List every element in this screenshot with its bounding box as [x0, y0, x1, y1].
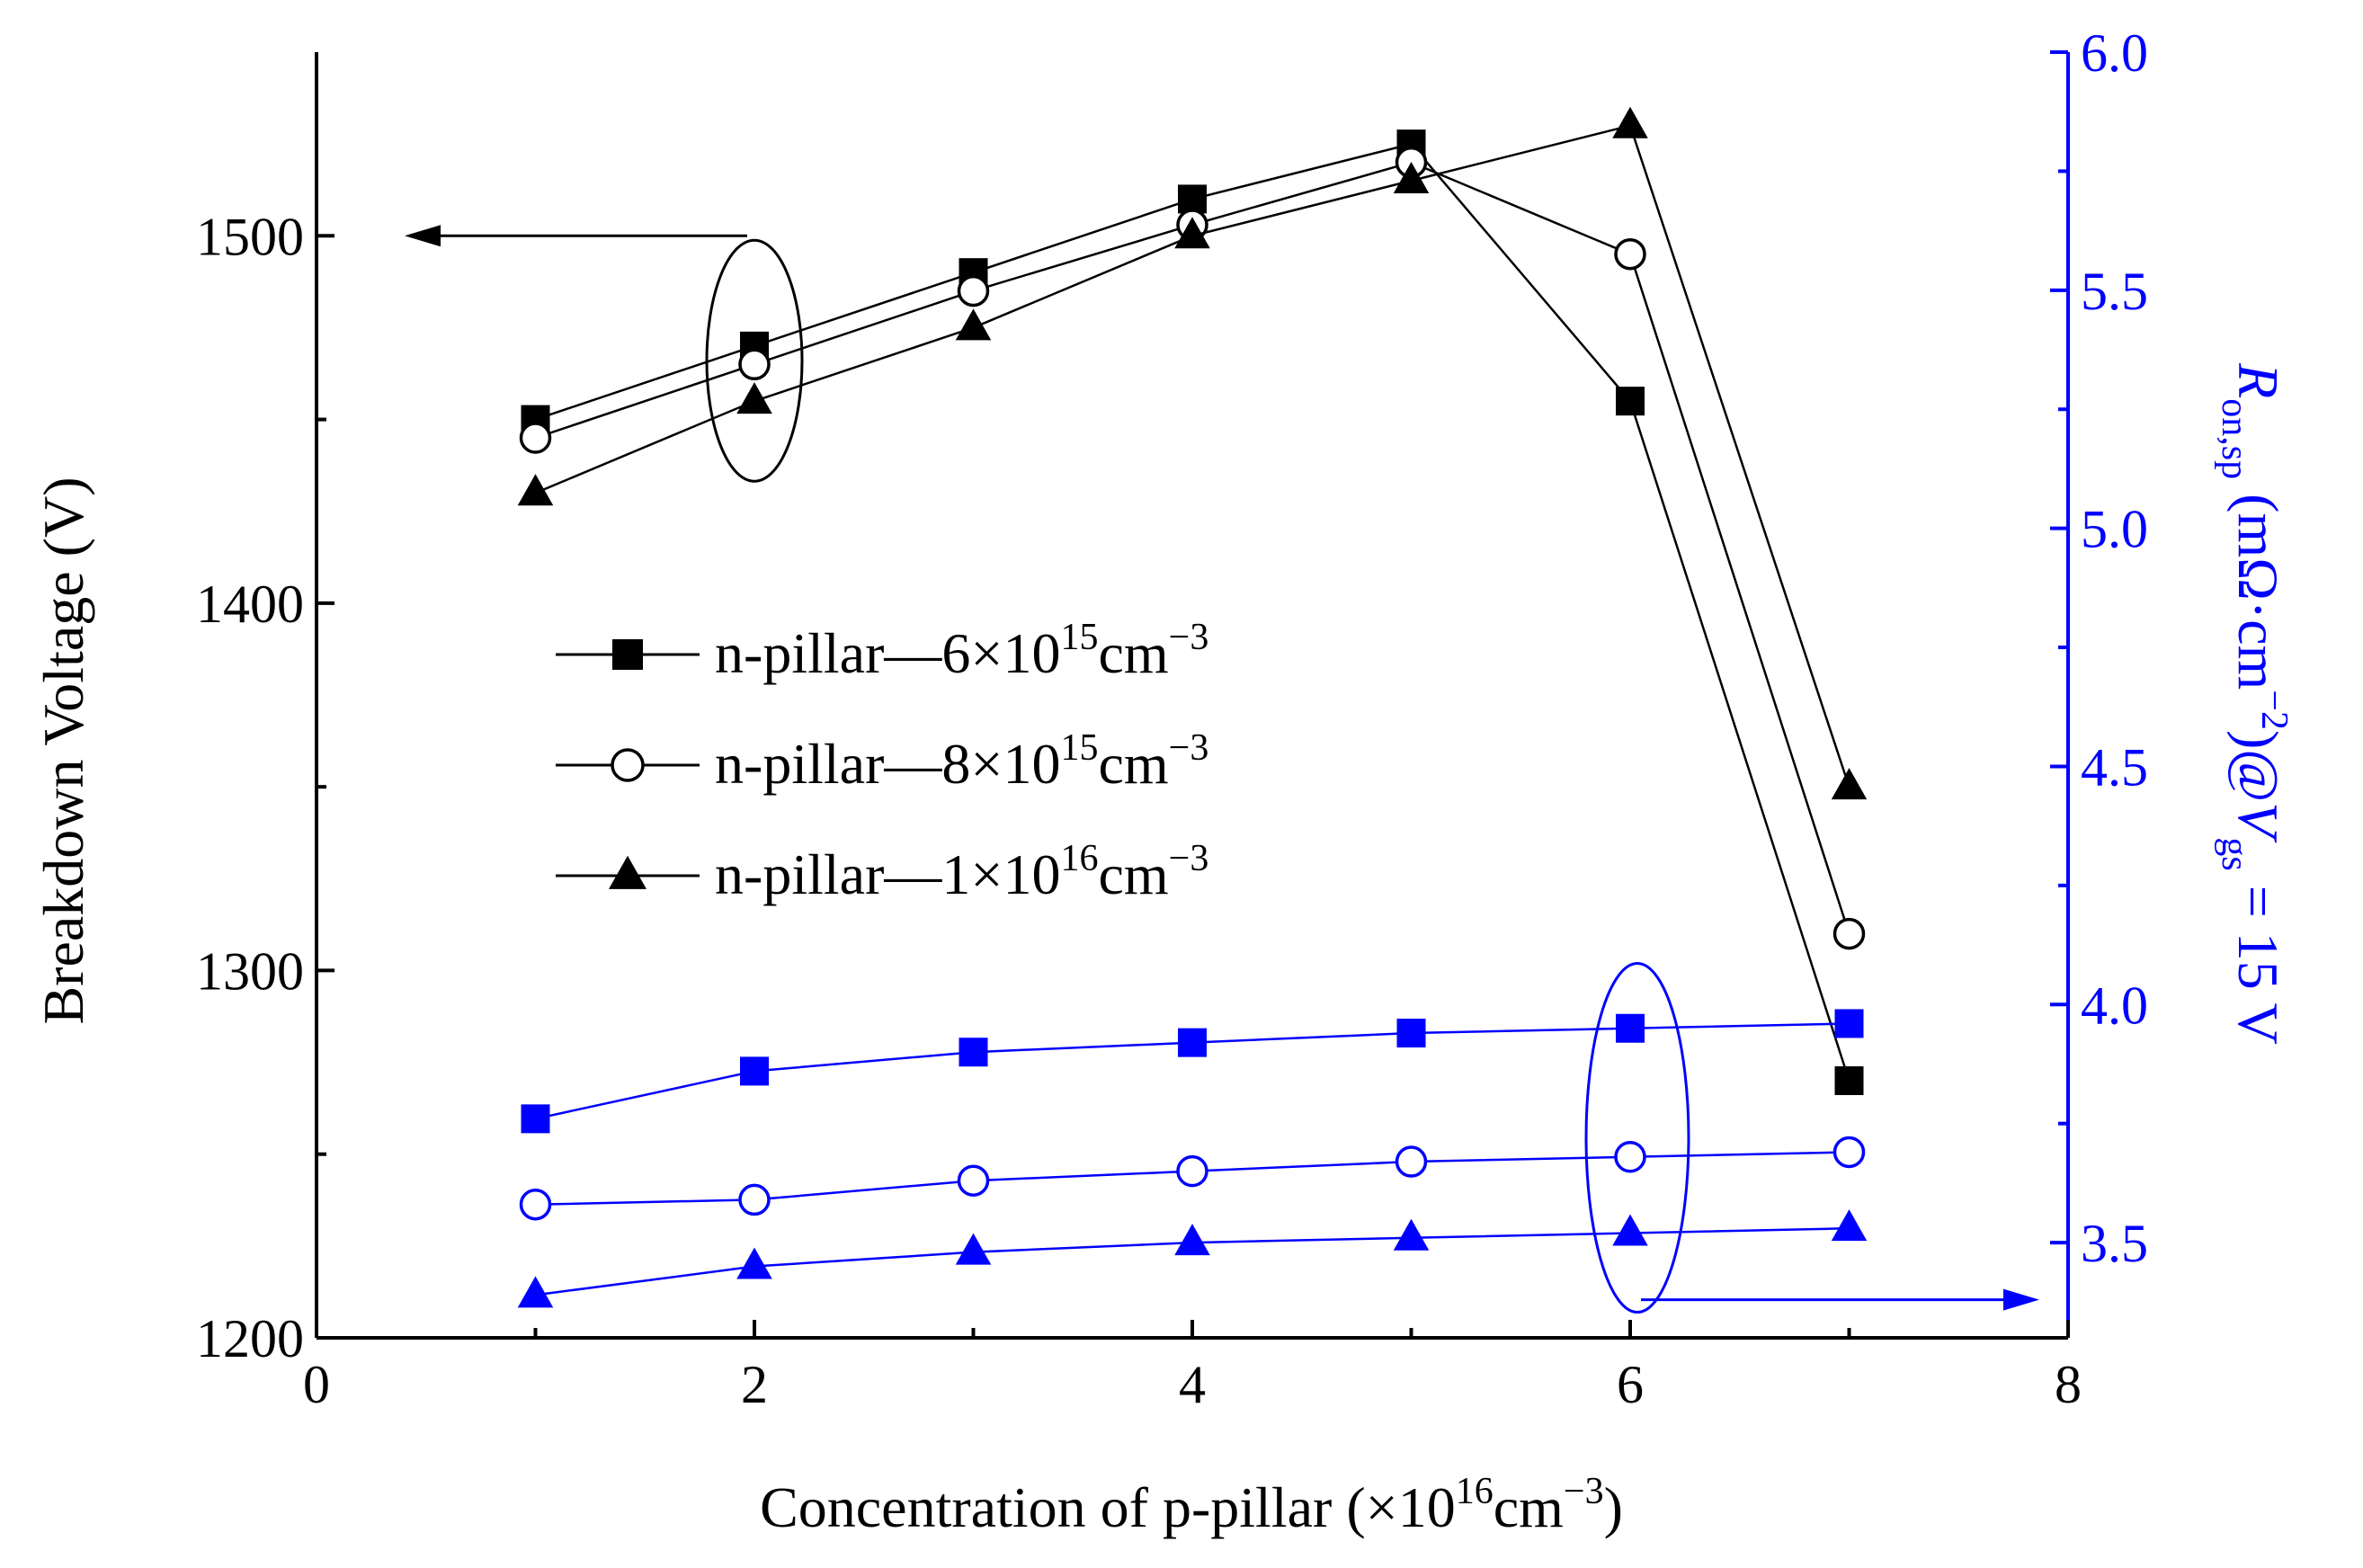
- ron-data-point: [740, 1056, 769, 1086]
- legend-entry-text: n-pillar—1×1016cm−3: [715, 838, 1208, 906]
- x-tick-label: 0: [303, 1355, 330, 1414]
- y-right-tick-label: 6.0: [2081, 23, 2148, 83]
- y-right-tick-label: 3.5: [2081, 1214, 2148, 1273]
- ron-data-point: [1396, 1019, 1426, 1048]
- y-left-axis-label: Breakdown Voltage (V): [31, 477, 95, 1024]
- legend-marker: [609, 855, 646, 889]
- x-tick-label: 6: [1617, 1355, 1644, 1414]
- y-right-tick-label: 5.5: [2081, 262, 2148, 321]
- breakdown-data-point: [1393, 162, 1430, 193]
- right-axis-arrowhead: [2003, 1288, 2039, 1311]
- breakdown-series-line: [535, 142, 1850, 1082]
- ron-group-ellipse: [1584, 962, 1690, 1314]
- ron-data-point: [955, 1233, 992, 1265]
- ron-data-point: [1831, 1209, 1868, 1242]
- breakdown-data-point: [519, 422, 552, 454]
- legend-entry-text: n-pillar—6×1015cm−3: [715, 617, 1208, 685]
- x-axis-label: Concentration of p-pillar (×1016cm−3): [760, 1471, 1623, 1539]
- breakdown-data-point: [738, 348, 771, 381]
- y-right-tick-label: 5.0: [2081, 500, 2148, 559]
- ron-data-point: [1393, 1218, 1430, 1251]
- breakdown-series-line: [535, 161, 1850, 934]
- ron-data-point: [521, 1104, 550, 1134]
- breakdown-data-point: [1178, 184, 1207, 214]
- y-left-tick-label: 1400: [196, 575, 304, 634]
- ron-series: [517, 1009, 1868, 1308]
- x-tick-label: 4: [1179, 1355, 1206, 1414]
- y-right-tick-label: 4.5: [2081, 737, 2148, 797]
- y-left-tick-label: 1500: [196, 207, 304, 266]
- ron-data-point: [1616, 1013, 1645, 1043]
- breakdown-data-point: [1834, 1066, 1864, 1095]
- ron-data-point: [736, 1247, 772, 1279]
- breakdown-data-point: [1831, 768, 1868, 800]
- ron-data-point: [738, 1183, 771, 1216]
- ron-data-point: [1614, 1140, 1646, 1173]
- ron-data-point: [1832, 1136, 1866, 1169]
- breakdown-data-point: [517, 474, 554, 506]
- breakdown-data-point: [1832, 917, 1866, 950]
- legend-marker: [611, 748, 645, 782]
- left-axis-arrowhead: [405, 225, 441, 247]
- ron-data-point: [519, 1188, 552, 1221]
- breakdown-data-point: [736, 382, 772, 414]
- breakdown-data-point: [1616, 387, 1645, 416]
- breakdown-data-point: [955, 308, 992, 341]
- ron-data-point: [1395, 1145, 1428, 1178]
- y-left-tick-label: 1300: [196, 941, 304, 1001]
- y-left-tick-label: 1200: [196, 1309, 304, 1368]
- legend-entry-text: n-pillar—8×1015cm−3: [715, 727, 1208, 796]
- breakdown-data-point: [1174, 217, 1210, 249]
- y-right-axis-label: Ron,sp (mΩ·cm−2)@Vgs = 15 V: [2214, 362, 2295, 1045]
- ron-data-point: [1834, 1009, 1864, 1038]
- ron-data-point: [959, 1038, 988, 1067]
- x-tick-label: 8: [2055, 1355, 2082, 1414]
- y-right-tick-label: 4.0: [2081, 976, 2148, 1035]
- legend: n-pillar—6×1015cm−3 n-pillar—8×1015cm−3 n-…: [556, 617, 1208, 906]
- legend-marker: [612, 639, 643, 670]
- breakdown-data-point: [1612, 106, 1648, 138]
- ron-data-point: [517, 1276, 554, 1308]
- axes: 0 2 4 6 8 1200 1300 1400 1500 3.5 4.0 4.5 5.0 5.5 6.0: [196, 23, 2148, 1414]
- breakdown-data-point: [957, 274, 990, 307]
- breakdown-data-point: [1614, 237, 1646, 271]
- breakdown-voltage-series: [517, 106, 1868, 1095]
- ron-data-point: [1174, 1224, 1210, 1256]
- ron-data-point: [957, 1164, 990, 1197]
- ron-data-point: [1176, 1154, 1208, 1188]
- annotations: [405, 225, 2039, 1314]
- breakdown-group-ellipse: [705, 238, 804, 483]
- ron-data-point: [1178, 1028, 1207, 1057]
- ron-data-point: [1612, 1214, 1648, 1246]
- x-tick-label: 2: [741, 1355, 768, 1414]
